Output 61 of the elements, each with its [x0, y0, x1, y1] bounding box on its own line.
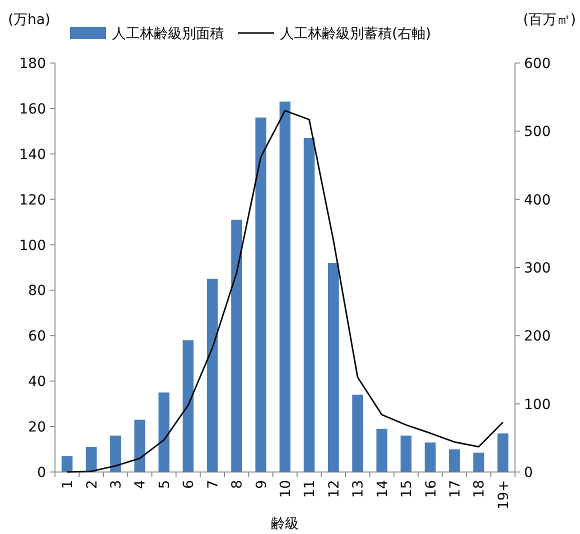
y-tick-label: 0 [37, 465, 46, 481]
y2-tick-label: 400 [524, 192, 551, 208]
line-series [66, 110, 504, 473]
x-tick-label: 17 [447, 480, 464, 498]
x-tick-label: 6 [181, 480, 198, 489]
y2-tick-label: 0 [524, 465, 533, 481]
y2-tick-label: 300 [524, 260, 551, 276]
bar [134, 420, 146, 472]
x-tick-label: 18 [472, 480, 488, 498]
bar [182, 340, 194, 472]
y-tick-label: 140 [19, 146, 46, 163]
bar [110, 436, 121, 472]
bar [473, 452, 484, 472]
y2-tick-label: 200 [524, 328, 551, 345]
x-tick-label: 11 [302, 480, 318, 498]
y2-axis-title: (百万㎥) [523, 12, 576, 28]
y2-tick-label: 600 [524, 56, 551, 72]
bar [352, 394, 364, 472]
bar [497, 433, 508, 472]
x-axis-title: 齢級 [271, 516, 299, 532]
y-tick-label: 40 [28, 374, 46, 390]
legend-label: 人工林齢級別面積 [112, 26, 224, 42]
x-tick-label: 19+ [496, 480, 512, 510]
bar [449, 449, 460, 472]
x-tick-label: 7 [205, 480, 222, 489]
x-tick-label: 10 [278, 480, 294, 498]
y-tick-label: 100 [19, 238, 46, 254]
x-tick-label: 8 [230, 480, 246, 489]
y-tick-label: 20 [28, 420, 46, 436]
bar [328, 262, 339, 472]
x-tick-label: 4 [132, 480, 149, 489]
x-tick-label: 15 [399, 480, 416, 498]
x-tick-label: 16 [423, 480, 440, 498]
x-tick-label: 14 [374, 480, 391, 498]
bar [206, 278, 218, 472]
bar [424, 442, 436, 472]
x-tick-label: 1 [60, 480, 76, 489]
bar [255, 118, 266, 472]
x-tick-label: 2 [84, 480, 100, 489]
legend-label: 人工林齢級別蓄積(右軸) [280, 26, 431, 42]
bar [158, 392, 170, 472]
bar [376, 428, 388, 472]
bar [86, 447, 97, 472]
x-tick-label: 9 [254, 480, 270, 489]
bar [400, 436, 412, 472]
bar [304, 138, 315, 472]
bar [280, 102, 290, 472]
x-tick-label: 3 [108, 480, 125, 489]
y2-tick-label: 500 [524, 124, 551, 140]
bar [231, 220, 242, 472]
x-tick-label: 13 [350, 480, 367, 498]
x-tick-label: 5 [156, 480, 173, 489]
x-tick-label: 12 [326, 480, 342, 498]
y2-tick-label: 100 [524, 396, 551, 413]
y-axis-title: (万ha) [8, 12, 50, 28]
y-tick-label: 180 [19, 56, 46, 72]
bar [62, 456, 73, 472]
y-tick-label: 120 [19, 192, 46, 208]
y-tick-label: 80 [28, 283, 46, 300]
y-tick-label: 160 [19, 101, 46, 118]
y-tick-label: 60 [28, 328, 46, 345]
